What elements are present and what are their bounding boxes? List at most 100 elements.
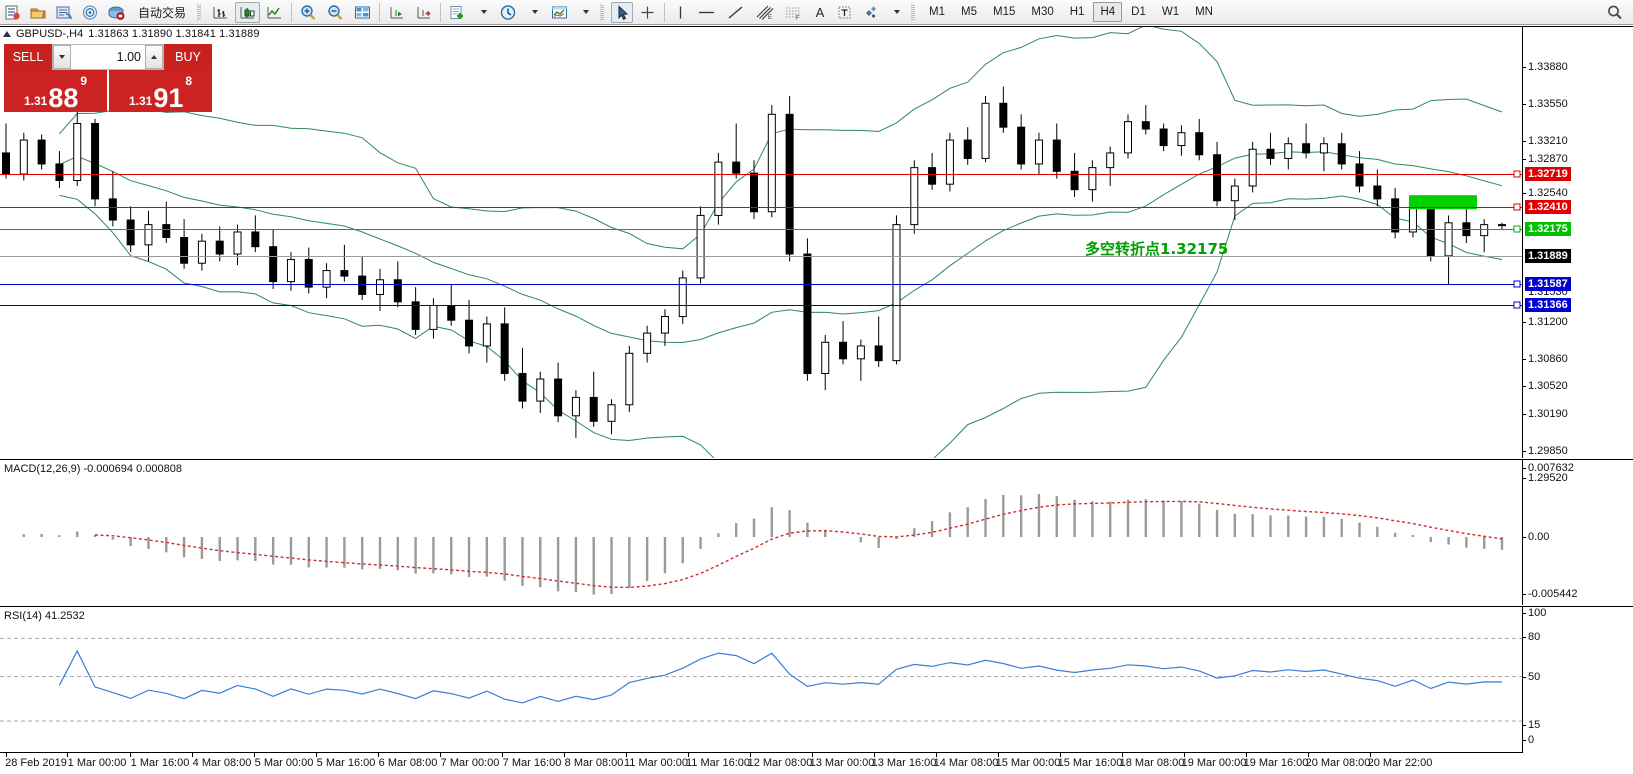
crosshair-icon[interactable]: [635, 2, 660, 23]
chevron-down-icon[interactable]: [523, 2, 545, 23]
level-handle[interactable]: [1513, 203, 1521, 211]
macd-axis[interactable]: 0.007632 0.00 -0.005442: [1522, 460, 1633, 605]
data-window-icon[interactable]: [350, 2, 375, 23]
level-line-last-price[interactable]: [0, 256, 1522, 257]
timeframe-h1[interactable]: H1: [1069, 6, 1085, 18]
level-handle[interactable]: [1513, 280, 1521, 288]
vertical-line-icon[interactable]: [669, 2, 691, 23]
search-icon[interactable]: [1603, 2, 1627, 23]
toolbar-grip-1[interactable]: [197, 2, 205, 22]
price-plot[interactable]: [0, 27, 1522, 458]
rsi-plot[interactable]: [0, 607, 1522, 752]
timeframe-m1[interactable]: M1: [929, 6, 945, 18]
level-line-resistance[interactable]: [0, 174, 1522, 175]
price-tick-label: 1.29520: [1528, 472, 1568, 484]
level-handle[interactable]: [1513, 170, 1521, 178]
sell-price-block[interactable]: 1.31 88 9: [4, 70, 107, 112]
zoom-in-icon[interactable]: [296, 2, 321, 23]
chevron-down-icon[interactable]: [472, 2, 494, 23]
volume-stepper[interactable]: 1.00: [52, 44, 164, 70]
trade-panel-top: SELL 1.00 BUY: [4, 44, 212, 70]
zoom-out-icon[interactable]: [323, 2, 348, 23]
candle: [358, 255, 367, 300]
trendline-icon[interactable]: [722, 2, 749, 23]
level-line-resistance[interactable]: [0, 207, 1522, 208]
candle: [37, 134, 46, 170]
bar-chart-icon[interactable]: [208, 2, 233, 23]
level-handle[interactable]: [1513, 301, 1521, 309]
toolbar-divider-3: [440, 2, 442, 22]
equidistant-channel-icon[interactable]: E: [751, 2, 778, 23]
period-icon[interactable]: [496, 2, 521, 23]
rsi-pane[interactable]: RSI(14) 41.2532 100 80 50 15 0: [0, 606, 1633, 752]
folder-icon[interactable]: [26, 2, 50, 23]
timeframe-mn[interactable]: MN: [1195, 6, 1213, 18]
macd-svg: [22, 494, 1504, 595]
price-axis[interactable]: 1.33880 1.33550 1.33210 1.32870 1.32540 1.312…: [1522, 27, 1633, 484]
time-tick: [1308, 753, 1309, 757]
candlestick-chart-icon[interactable]: [235, 1, 261, 23]
level-line-support[interactable]: [0, 284, 1522, 285]
objects-icon[interactable]: [858, 2, 883, 23]
volume-increase-button[interactable]: [145, 45, 163, 69]
level-handle[interactable]: [1513, 225, 1521, 233]
text-label-icon[interactable]: [833, 2, 856, 23]
signals-icon[interactable]: [78, 2, 102, 23]
market-icon[interactable]: [104, 2, 129, 23]
time-axis-label: 14 Mar 08:00: [933, 757, 999, 769]
chevron-down-icon[interactable]: [574, 2, 596, 23]
rsi-axis[interactable]: 100 80 50 15 0: [1522, 607, 1633, 752]
buy-price-block[interactable]: 1.31 91 8: [109, 70, 212, 112]
one-click-trading-panel[interactable]: SELL 1.00 BUY 1.31 88 9 1.31 91 8: [4, 44, 212, 112]
collapse-triangle-icon[interactable]: [3, 31, 11, 37]
axis-tick: [1522, 468, 1526, 469]
timeframe-d1[interactable]: D1: [1131, 6, 1146, 18]
volume-decrease-button[interactable]: [53, 45, 71, 69]
candle: [1284, 137, 1293, 170]
toolbar-grip-2[interactable]: [600, 2, 608, 22]
price-tag-pivot[interactable]: 1.32175: [1525, 222, 1571, 236]
price-tag-resistance[interactable]: 1.32410: [1525, 200, 1571, 214]
price-tag-support[interactable]: 1.31587: [1525, 277, 1571, 291]
price-tag-resistance[interactable]: 1.32719: [1525, 167, 1571, 181]
level-line-support[interactable]: [0, 305, 1522, 306]
price-tag-last-price[interactable]: 1.31889: [1525, 249, 1571, 263]
text-icon[interactable]: A: [815, 4, 825, 20]
sell-button[interactable]: SELL: [4, 44, 52, 70]
fibonacci-icon[interactable]: F: [780, 2, 807, 23]
cursor-icon[interactable]: [611, 1, 634, 23]
chart-shift-icon[interactable]: [411, 2, 436, 23]
candle: [589, 371, 598, 427]
time-axis[interactable]: 28 Feb 2019 1 Mar 00:00 1 Mar 16:00 4 Mar 0…: [0, 752, 1523, 774]
new-order-icon[interactable]: [1, 2, 24, 23]
candle: [482, 316, 491, 363]
price-pane[interactable]: 1.33880 1.33550 1.33210 1.32870 1.32540 1.312…: [0, 26, 1633, 484]
rsi-indicator-label: RSI(14) 41.2532: [4, 610, 85, 622]
templates-icon[interactable]: [445, 2, 470, 23]
timeframe-h4[interactable]: H4: [1093, 2, 1123, 22]
timeframe-m5[interactable]: M5: [961, 6, 977, 18]
time-axis-label: 28 Feb 2019: [5, 757, 67, 769]
macd-pane[interactable]: MACD(12,26,9) -0.000694 0.000808 0.00763…: [0, 459, 1633, 605]
macd-plot[interactable]: [0, 460, 1522, 605]
autotrade-button[interactable]: 自动交易: [131, 2, 193, 23]
volume-input[interactable]: 1.00: [71, 45, 145, 69]
chevron-down-icon[interactable]: [885, 2, 907, 23]
time-tick: [192, 753, 193, 757]
indicators-icon[interactable]: [547, 2, 572, 23]
horizontal-line-icon[interactable]: [693, 2, 720, 23]
timeframe-w1[interactable]: W1: [1161, 6, 1180, 18]
price-tag-support[interactable]: 1.31366: [1525, 298, 1571, 312]
news-icon[interactable]: [52, 2, 76, 23]
toolbar-grip-3[interactable]: [911, 2, 919, 22]
candle: [714, 152, 723, 225]
timeframe-m30[interactable]: M30: [1031, 6, 1054, 18]
chart-area[interactable]: 1.33880 1.33550 1.33210 1.32870 1.32540 1.312…: [0, 26, 1633, 774]
level-line-pivot[interactable]: [0, 229, 1522, 230]
axis-tick: [1522, 67, 1526, 68]
candle: [767, 105, 776, 218]
line-chart-icon[interactable]: [262, 2, 287, 23]
timeframe-m15[interactable]: M15: [992, 6, 1016, 18]
buy-button[interactable]: BUY: [164, 44, 212, 70]
auto-scroll-icon[interactable]: [384, 2, 409, 23]
